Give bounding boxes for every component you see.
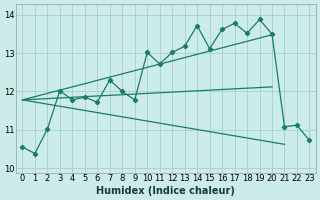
X-axis label: Humidex (Indice chaleur): Humidex (Indice chaleur) [97, 186, 236, 196]
